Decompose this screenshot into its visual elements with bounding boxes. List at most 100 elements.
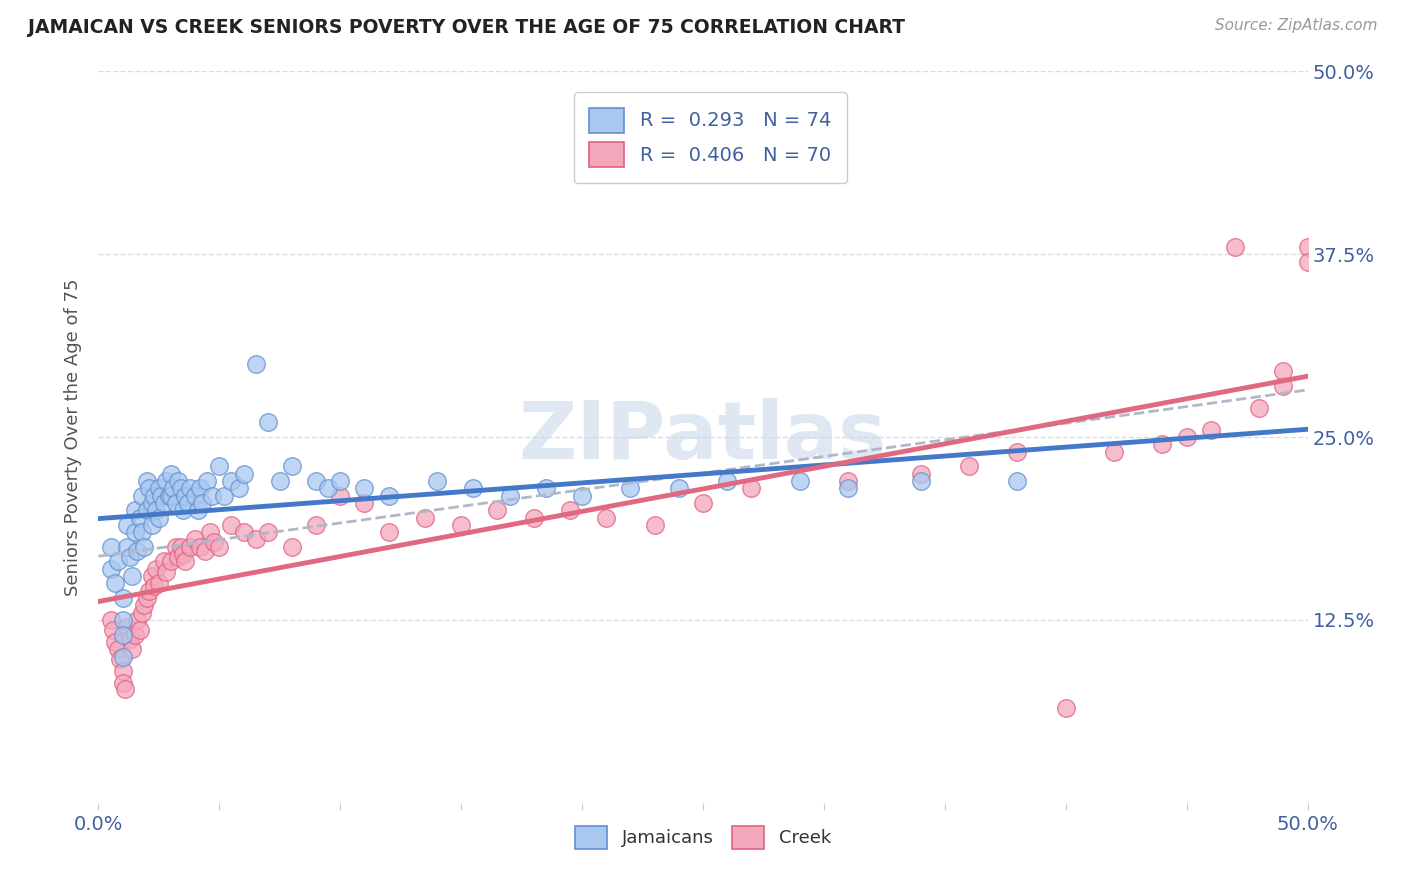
Point	[160, 489, 183, 503]
Point	[155, 474, 177, 488]
Point	[191, 496, 214, 510]
Point	[172, 547, 194, 561]
Point	[111, 676, 134, 690]
Point	[138, 481, 160, 495]
Point	[1223, 240, 1246, 254]
Point	[523, 510, 546, 524]
Point	[160, 554, 183, 568]
Point	[177, 496, 200, 510]
Point	[188, 540, 211, 554]
Point	[212, 489, 235, 503]
Point	[208, 459, 231, 474]
Text: Source: ZipAtlas.com: Source: ZipAtlas.com	[1215, 18, 1378, 33]
Point	[104, 576, 127, 591]
Point	[353, 481, 375, 495]
Point	[138, 583, 160, 598]
Point	[256, 416, 278, 430]
Point	[150, 489, 173, 503]
Point	[111, 664, 134, 678]
Point	[160, 467, 183, 481]
Point	[450, 517, 472, 532]
Point	[232, 467, 254, 481]
Point	[692, 496, 714, 510]
Point	[1007, 474, 1029, 488]
Point	[201, 489, 224, 503]
Point	[145, 503, 167, 517]
Point	[100, 562, 122, 576]
Point	[111, 627, 134, 641]
Point	[228, 481, 250, 495]
Point	[107, 642, 129, 657]
Point	[245, 357, 267, 371]
Point	[117, 620, 139, 634]
Point	[100, 613, 122, 627]
Point	[167, 549, 190, 564]
Point	[281, 540, 304, 554]
Point	[957, 459, 980, 474]
Point	[1152, 437, 1174, 451]
Point	[143, 489, 166, 503]
Point	[204, 535, 226, 549]
Legend: Jamaicans, Creek: Jamaicans, Creek	[568, 818, 838, 856]
Point	[169, 481, 191, 495]
Point	[256, 525, 278, 540]
Point	[118, 549, 141, 564]
Point	[169, 540, 191, 554]
Point	[152, 496, 174, 510]
Point	[179, 481, 201, 495]
Point	[837, 481, 859, 495]
Point	[121, 569, 143, 583]
Point	[124, 525, 146, 540]
Point	[117, 517, 139, 532]
Point	[145, 562, 167, 576]
Point	[316, 481, 339, 495]
Point	[165, 496, 187, 510]
Point	[245, 533, 267, 547]
Point	[104, 635, 127, 649]
Point	[134, 599, 156, 613]
Point	[172, 503, 194, 517]
Point	[208, 540, 231, 554]
Point	[463, 481, 485, 495]
Point	[124, 627, 146, 641]
Point	[1296, 240, 1319, 254]
Point	[111, 591, 134, 605]
Point	[232, 525, 254, 540]
Point	[1296, 254, 1319, 268]
Point	[174, 489, 197, 503]
Point	[353, 496, 375, 510]
Point	[837, 474, 859, 488]
Point	[174, 554, 197, 568]
Point	[571, 489, 593, 503]
Text: ZIPatlas: ZIPatlas	[519, 398, 887, 476]
Point	[498, 489, 520, 503]
Point	[194, 544, 217, 558]
Point	[740, 481, 762, 495]
Point	[1199, 423, 1222, 437]
Point	[108, 652, 131, 666]
Point	[167, 474, 190, 488]
Point	[152, 554, 174, 568]
Point	[100, 540, 122, 554]
Point	[128, 510, 150, 524]
Point	[619, 481, 641, 495]
Point	[127, 544, 149, 558]
Point	[101, 623, 124, 637]
Point	[1102, 444, 1125, 458]
Point	[1054, 700, 1077, 714]
Point	[188, 481, 211, 495]
Point	[117, 540, 139, 554]
Point	[131, 606, 153, 620]
Point	[141, 496, 163, 510]
Point	[134, 540, 156, 554]
Point	[910, 467, 932, 481]
Point	[329, 489, 352, 503]
Point	[910, 474, 932, 488]
Point	[135, 591, 157, 605]
Point	[644, 517, 666, 532]
Point	[221, 474, 243, 488]
Point	[716, 474, 738, 488]
Point	[111, 649, 134, 664]
Point	[143, 579, 166, 593]
Point	[127, 613, 149, 627]
